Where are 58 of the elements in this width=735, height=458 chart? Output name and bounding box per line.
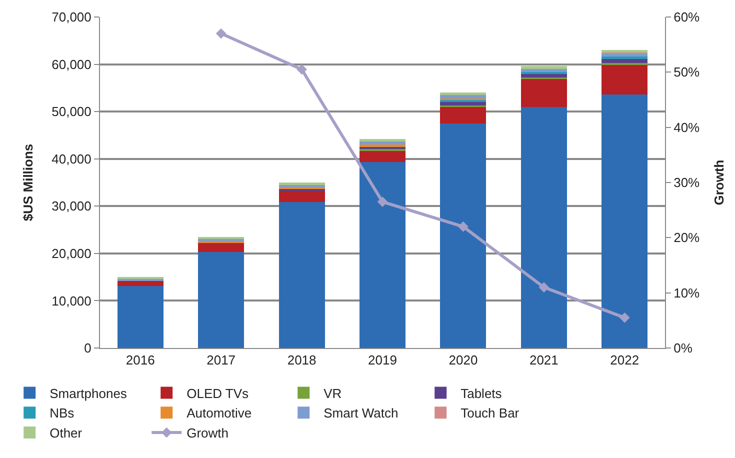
x-tick-label: 2017 (206, 352, 236, 368)
y-tick-label: 40,000 (52, 151, 92, 166)
x-tick-label: 2020 (448, 352, 478, 368)
x-tick-label: 2021 (529, 352, 558, 368)
bar (520, 106, 567, 348)
y-axis-title: $US Millions (20, 144, 36, 222)
bar (440, 123, 486, 348)
bar (520, 69, 567, 72)
point (216, 28, 226, 39)
y-tick-label: 60,000 (52, 56, 92, 72)
bar (198, 244, 244, 252)
bar (360, 150, 406, 162)
y2-axis-title: Growth (712, 160, 727, 206)
x-tick-label: 2016 (126, 352, 155, 368)
point (296, 64, 307, 75)
legend-label: Automotive (186, 406, 252, 421)
x-tick-label: 2018 (287, 352, 316, 368)
bar (520, 66, 567, 70)
legend-label: Growth (186, 426, 229, 441)
x-tick-label: 2019 (368, 352, 397, 368)
y2-tick-label: 30% (674, 175, 700, 190)
legend-label: Smartphones (50, 386, 128, 401)
point (377, 196, 388, 208)
bar (360, 141, 406, 145)
point (458, 221, 468, 232)
point (619, 312, 630, 323)
bar (198, 252, 244, 348)
bar (440, 106, 486, 124)
bar (360, 162, 406, 348)
y-tick-label: 0 (84, 340, 92, 356)
bar (278, 190, 325, 202)
y2-tick-label: 40% (674, 120, 700, 135)
y-tick-label: 20,000 (52, 246, 92, 261)
bar (602, 94, 648, 348)
legend-label: Touch Bar (460, 406, 520, 421)
bar (440, 95, 486, 98)
y2-tick-label: 50% (674, 64, 700, 80)
bar (440, 92, 486, 96)
y-tick-label: 30,000 (52, 198, 92, 214)
y2-tick-label: 20% (674, 230, 700, 246)
point (538, 282, 550, 293)
y2-tick-label: 10% (674, 285, 700, 300)
legend-label: Smart Watch (324, 406, 398, 421)
bar (520, 78, 567, 107)
y-tick-label: 10,000 (52, 293, 92, 308)
x-tick-label: 2022 (610, 352, 640, 368)
bar (278, 202, 325, 348)
y-tick-label: 50,000 (52, 104, 92, 120)
legend-label: NBs (50, 406, 75, 421)
bar (602, 64, 648, 95)
legend-label: VR (324, 386, 342, 401)
y2-tick-label: 60% (674, 10, 700, 25)
y2-tick-label: 0% (674, 340, 693, 356)
legend-label: OLED TVs (186, 386, 249, 401)
legend-label: Tablets (460, 386, 502, 401)
bar (117, 286, 164, 348)
legend-label: Other (50, 426, 83, 441)
y-tick-label: 70,000 (52, 10, 92, 25)
